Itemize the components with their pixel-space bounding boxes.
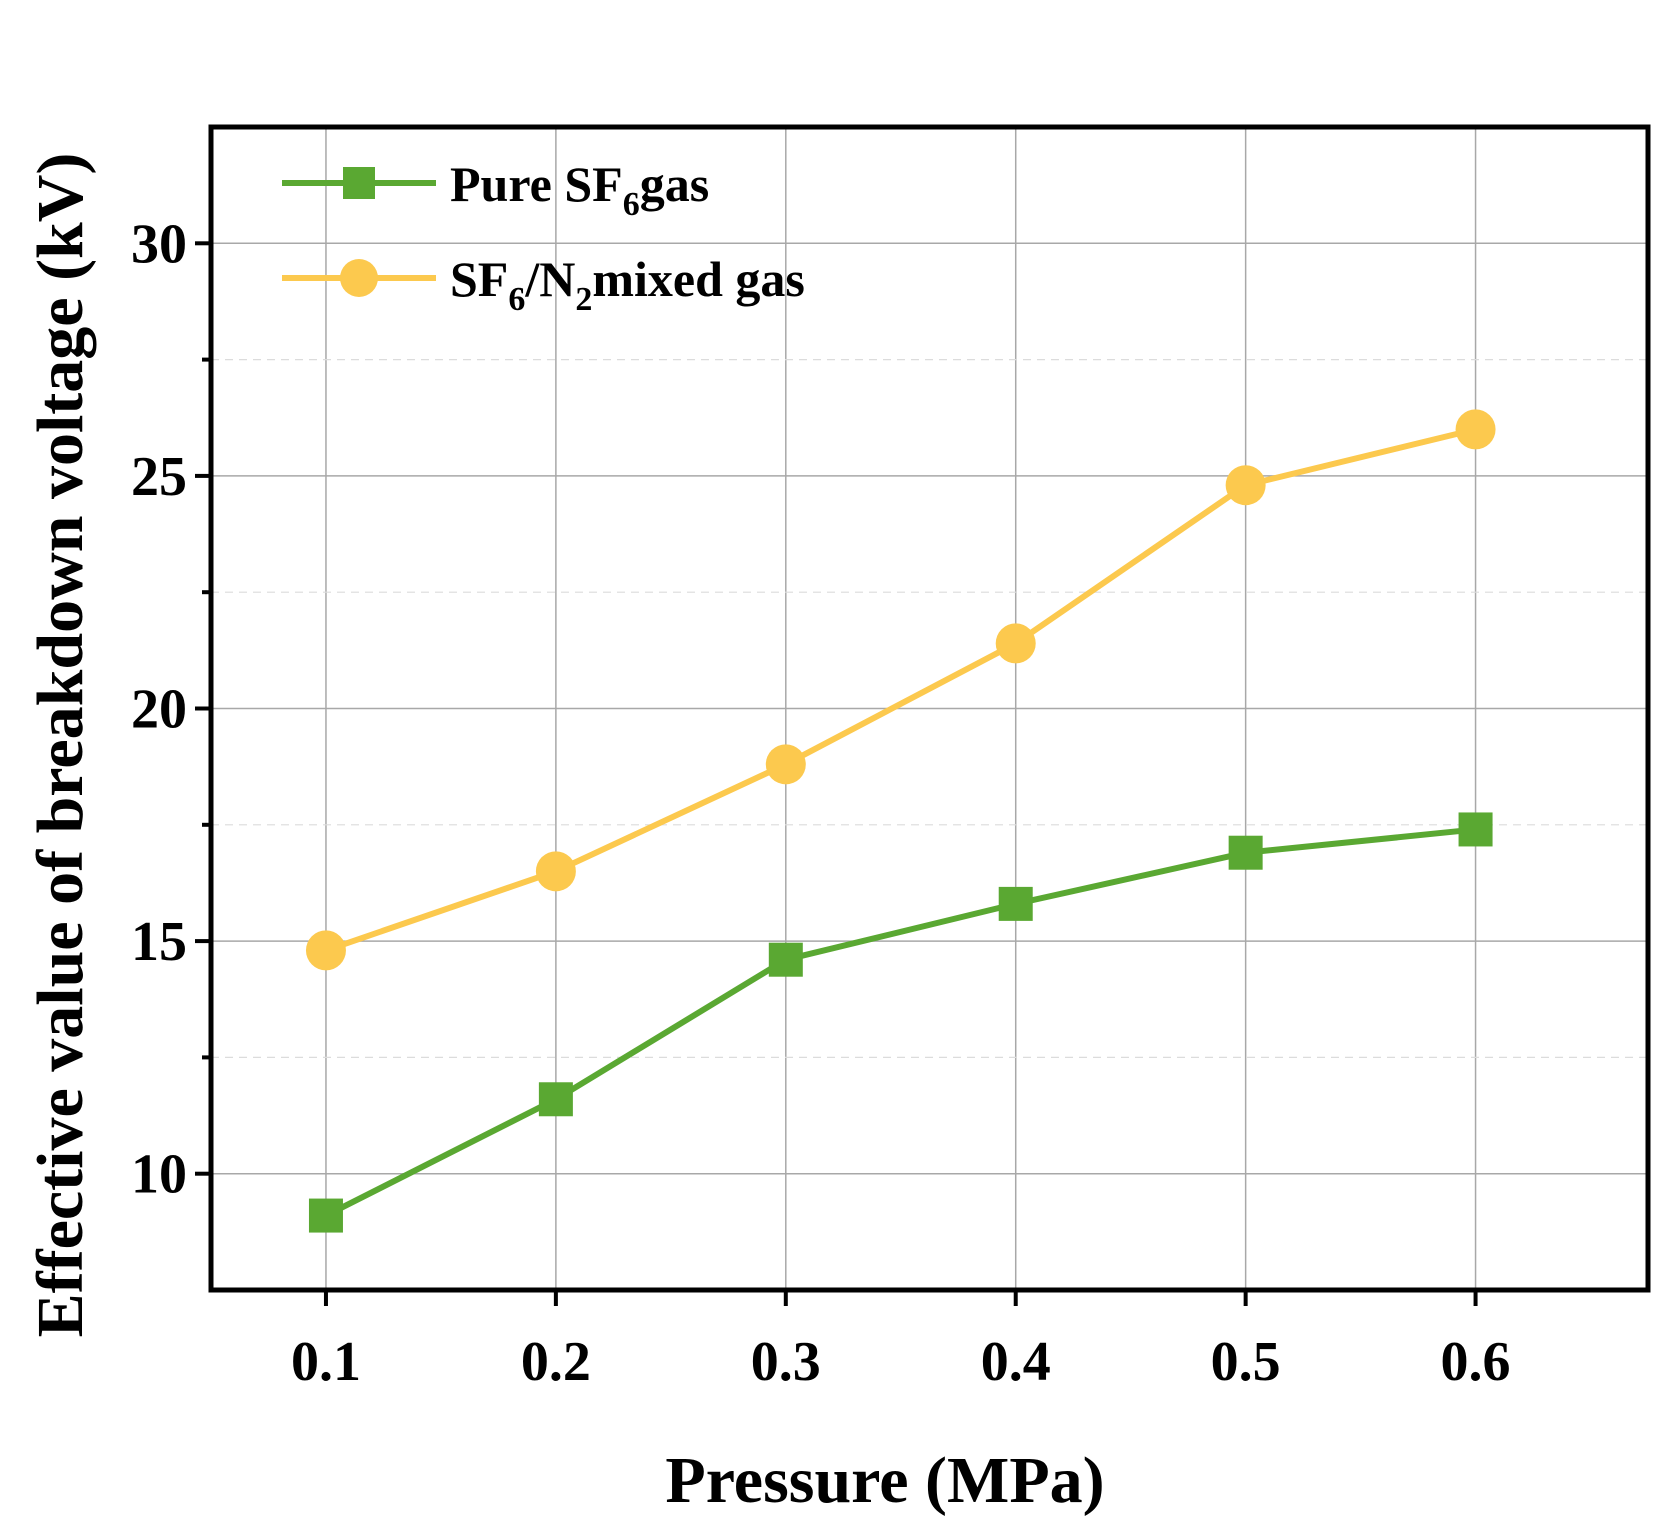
y-tick-label: 10 bbox=[131, 1144, 187, 1206]
legend-label-part: Pure SF bbox=[450, 156, 623, 212]
y-axis-title: Effective value of breakdown voltage (kV… bbox=[24, 153, 97, 1338]
y-tick-label: 15 bbox=[131, 911, 187, 973]
data-point-square bbox=[1228, 835, 1263, 870]
series-line bbox=[324, 426, 1477, 954]
legend-label-part: SF bbox=[450, 251, 508, 307]
legend-label-part: mixed gas bbox=[592, 251, 805, 307]
data-point-circle bbox=[305, 930, 346, 971]
data-point-square bbox=[1458, 812, 1493, 847]
x-tick-label: 0.5 bbox=[1211, 1331, 1281, 1393]
y-tick-label: 20 bbox=[131, 679, 187, 741]
x-tick-label: 0.4 bbox=[981, 1331, 1051, 1393]
x-tick-label: 0.2 bbox=[521, 1331, 591, 1393]
x-tick-label: 0.3 bbox=[751, 1331, 821, 1393]
x-tick-label: 0.1 bbox=[291, 1331, 361, 1393]
data-point-circle bbox=[535, 851, 576, 892]
axes bbox=[195, 124, 1651, 1306]
data-point-circle bbox=[1225, 465, 1266, 506]
data-point-circle bbox=[765, 744, 806, 785]
data-point-square bbox=[768, 942, 803, 977]
series-line bbox=[324, 826, 1476, 1219]
x-axis-title: Pressure (MPa) bbox=[665, 1444, 1104, 1517]
data-point-square bbox=[538, 1082, 573, 1117]
y-tick-label: 30 bbox=[131, 213, 187, 275]
legend-label-sf6-n2: SF6/N2mixed gas bbox=[450, 251, 805, 318]
legend-label-part: /N bbox=[524, 251, 575, 307]
x-tick-label: 0.6 bbox=[1441, 1331, 1511, 1393]
legend-label-subscript: 6 bbox=[508, 281, 525, 318]
data-point-square bbox=[998, 886, 1033, 921]
series-sf6-n2-mixed bbox=[305, 409, 1496, 971]
data-point-circle bbox=[1455, 409, 1496, 450]
data-point-square bbox=[308, 1198, 343, 1233]
y-tick-label: 25 bbox=[131, 446, 187, 508]
legend-label-subscript: 2 bbox=[575, 281, 592, 318]
legend-label-part: gas bbox=[640, 156, 709, 212]
data-point-circle bbox=[995, 623, 1036, 664]
data-series bbox=[305, 409, 1496, 1233]
legend-label-subscript: 6 bbox=[623, 186, 640, 223]
series-pure-sf6 bbox=[308, 812, 1493, 1233]
grid-lines bbox=[211, 127, 1648, 1290]
legend: Pure SF6gas SF6/N2mixed gas bbox=[282, 156, 805, 318]
legend-marker-circle bbox=[340, 259, 378, 297]
tick-labels: 0.1 0.2 0.3 0.4 0.5 0.6 10 15 20 25 30 bbox=[131, 213, 1511, 1393]
legend-label-pure-sf6: Pure SF6gas bbox=[450, 156, 709, 223]
legend-marker-square bbox=[343, 167, 375, 199]
